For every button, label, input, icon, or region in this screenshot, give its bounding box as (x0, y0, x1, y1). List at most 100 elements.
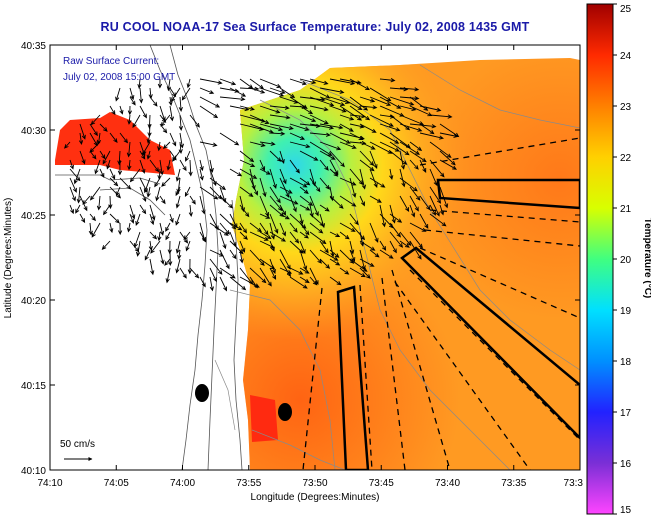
current-vector (166, 159, 171, 171)
current-vector (409, 195, 419, 212)
current-vector (199, 87, 215, 95)
colorbar-tick-label: 16 (620, 459, 632, 470)
current-vector (219, 267, 236, 279)
current-vector (279, 168, 287, 185)
current-vector (259, 195, 270, 217)
buoy-marker-west (195, 384, 209, 402)
current-vector (369, 195, 382, 203)
current-vector (109, 222, 114, 234)
current-vector (99, 168, 105, 178)
current-vector (269, 213, 279, 234)
current-vector (339, 195, 357, 207)
current-vector (109, 168, 116, 180)
current-vector (239, 78, 254, 89)
x-tick-label: 73:45 (369, 478, 394, 489)
current-vector (146, 186, 151, 198)
current-vector (299, 186, 309, 195)
current-vector (389, 231, 404, 248)
current-vector (329, 168, 339, 177)
current-vector (309, 105, 329, 112)
current-vector (369, 114, 394, 127)
current-vector (279, 204, 286, 216)
current-vector (184, 186, 191, 198)
current-vector (349, 177, 357, 198)
current-vector (137, 78, 142, 89)
current-vector (309, 96, 335, 107)
current-vector (269, 267, 277, 280)
current-vector (149, 204, 156, 221)
current-vector (64, 141, 71, 149)
current-vector (187, 258, 193, 275)
current-vector (239, 105, 255, 111)
current-vector (149, 96, 158, 107)
current-vector (339, 222, 356, 232)
current-vector (155, 186, 161, 202)
current-vector (389, 96, 415, 106)
colorbar-tick-label: 22 (620, 153, 632, 164)
y-tick-label: 40:15 (21, 381, 46, 392)
inset-line-2: July 02, 2008 15:00 GMT (63, 72, 175, 83)
buoy-marker-east (278, 403, 292, 421)
current-vector (269, 186, 281, 204)
current-vector (179, 267, 187, 279)
current-vector (149, 213, 155, 226)
current-vector (369, 87, 392, 102)
current-vector (329, 258, 341, 266)
current-vector (299, 240, 306, 255)
current-vector (126, 141, 132, 158)
current-vector (379, 132, 400, 144)
current-vector (89, 150, 97, 160)
current-vector (359, 141, 376, 150)
current-vector (169, 87, 177, 98)
colorbar-tick-label: 18 (620, 357, 632, 368)
current-vector (179, 231, 189, 244)
current-vector (89, 123, 98, 137)
current-vector (159, 222, 165, 236)
current-vector (249, 267, 267, 284)
current-vector (409, 240, 422, 260)
current-vector (127, 114, 132, 125)
current-vector (339, 105, 363, 121)
current-vector (117, 150, 122, 166)
y-tick-label: 40:30 (21, 126, 46, 137)
y-tick-label: 40:20 (21, 296, 46, 307)
current-vector (209, 177, 227, 191)
current-vector (259, 78, 282, 88)
current-vector (239, 222, 247, 234)
current-vector (199, 78, 223, 85)
current-vector (259, 168, 271, 175)
current-vector (329, 159, 339, 176)
current-vector (89, 186, 101, 201)
current-vector (159, 249, 165, 265)
current-vector (329, 132, 351, 144)
current-vector (209, 159, 214, 173)
current-vector (359, 240, 376, 251)
current-vector (129, 87, 135, 101)
current-vector (279, 195, 299, 205)
surface-current-vectors (64, 78, 460, 292)
current-vector (319, 204, 330, 212)
current-vector (103, 204, 111, 216)
current-vector (149, 258, 155, 276)
current-vector (289, 195, 297, 213)
current-vector (269, 105, 290, 110)
current-vector (102, 150, 111, 165)
current-vector (279, 150, 285, 164)
colorbar-tick-label: 21 (620, 204, 632, 215)
current-vector (199, 195, 206, 215)
current-vector (109, 177, 119, 187)
current-vector (159, 123, 168, 134)
current-vector (129, 168, 141, 183)
current-vector (299, 213, 304, 225)
map-title: RU COOL NOAA-17 Sea Surface Temperature:… (100, 20, 530, 34)
current-vector (170, 87, 181, 103)
current-vector (139, 150, 146, 160)
colorbar-tick-label: 24 (620, 51, 632, 62)
current-vector (76, 186, 81, 204)
colorbar-tick-label: 25 (620, 4, 632, 15)
y-axis-label: Latitude (Degrees:Minutes) (3, 198, 14, 319)
current-vector (69, 159, 74, 170)
current-vector (109, 186, 122, 199)
current-vector (379, 204, 387, 228)
current-vector (169, 132, 177, 147)
